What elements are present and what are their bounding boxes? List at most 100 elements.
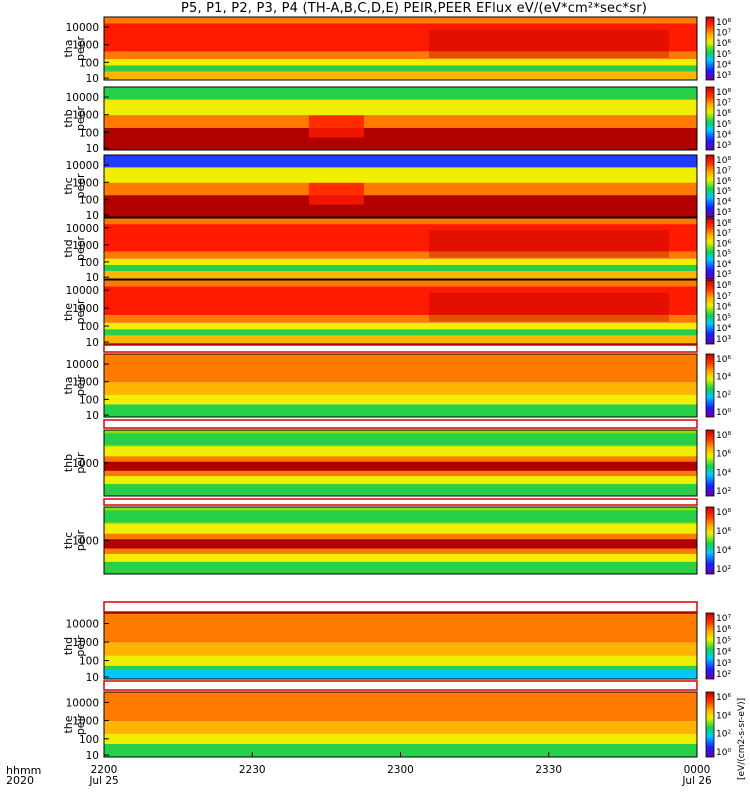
colorbar-tick-label: 10³	[716, 270, 731, 280]
y-axis-label: thapeir	[62, 374, 87, 396]
y-tick-label: 10000	[66, 359, 99, 371]
panel-separator	[103, 680, 698, 691]
colorbar-tick-label: 10⁵	[716, 313, 731, 323]
y-tick-label: 10	[86, 272, 99, 284]
y-tick-label: 100	[79, 321, 99, 333]
colorbar-tick-label: 10⁰	[716, 408, 731, 418]
colorbar-tick-label: 10⁷	[716, 614, 731, 624]
y-tick-label: 100	[79, 394, 99, 406]
y-tick-label: 10000	[66, 92, 99, 104]
y-tick-label: 100	[79, 57, 99, 69]
y-tick-label: 1000	[72, 177, 99, 189]
panel-frame	[103, 16, 698, 81]
colorbar: 10⁸ 10⁶ 10⁴ 10²	[705, 429, 731, 497]
y-tick-label: 1000	[72, 637, 99, 649]
panel-frame	[103, 279, 698, 345]
y-axis-label: thdpeir	[62, 635, 87, 657]
panel-separator	[103, 498, 698, 506]
colorbar-tick-label: 10⁴	[716, 711, 731, 721]
y-tick-label: 10000	[66, 160, 99, 172]
colorbar-tick-label: 10⁸	[716, 88, 731, 98]
y-tick-label: 1000	[72, 303, 99, 315]
colorbar-unit-label: [eV/(cm2-s-sr-eV)]	[737, 698, 747, 780]
panel-the-peir: 10000 1000 100 10 thepeir 10⁶ 10⁴ 10² 10⁰	[62, 691, 731, 762]
colorbar-tick-label: 10⁵	[716, 120, 731, 130]
y-tick-label: 10	[86, 672, 99, 684]
colorbar: 10⁸ 10⁶ 10⁴ 10²	[705, 506, 731, 575]
colorbar-tick-label: 10⁶	[716, 355, 731, 365]
colorbar-tick-label: 10⁴	[716, 198, 731, 208]
y-tick-label: 100	[79, 127, 99, 139]
y-tick-label: 100	[79, 734, 99, 746]
panel-frame	[103, 86, 698, 151]
colorbar-tick-label: 10³	[716, 659, 731, 669]
colorbar-tick-label: 10³	[716, 141, 731, 151]
y-tick-label: 100	[79, 257, 99, 269]
y-tick-label: 1000	[72, 536, 99, 548]
panel-frame	[103, 353, 698, 418]
y-axis-label: thdpeer	[62, 236, 87, 262]
y-axis-label: thbpeir	[62, 452, 87, 474]
x-tick-label: 2230	[239, 764, 266, 776]
time-axis-caption-bottom: 2020	[6, 774, 34, 787]
colorbar-tick-label: 10⁷	[716, 292, 731, 302]
x-tick-label: 0000	[684, 764, 711, 776]
y-tick-label: 10000	[66, 619, 99, 631]
colorbar-tick-label: 10⁶	[716, 693, 731, 703]
y-tick-label: 10000	[66, 22, 99, 34]
colorbar-tick-label: 10²	[716, 730, 731, 740]
panel-separator	[103, 419, 698, 429]
x-tick-label: 2330	[535, 764, 562, 776]
colorbar-tick-label: 10²	[716, 565, 731, 575]
colorbar-tick-label: 10⁰	[716, 748, 731, 758]
y-tick-label: 10	[86, 410, 99, 422]
colorbar-tick-label: 10⁵	[716, 50, 731, 60]
y-tick-label: 1000	[72, 240, 99, 252]
panel-frame	[103, 612, 698, 680]
x-tick-label: 2200	[91, 764, 118, 776]
time-axis-caption: hhmm 2020	[6, 765, 41, 787]
colorbar-tick-label: 10⁷	[716, 229, 731, 239]
y-tick-label: 10	[86, 73, 99, 85]
y-tick-label: 10000	[66, 285, 99, 297]
y-tick-label: 1000	[72, 458, 99, 470]
x-tick-date-label: Jul 25	[88, 775, 118, 787]
y-tick-label: 1000	[72, 40, 99, 52]
y-tick-label: 1000	[72, 377, 99, 389]
y-tick-label: 1000	[72, 716, 99, 728]
y-tick-label: 10	[86, 143, 99, 155]
colorbar-tick-label: 10⁶	[716, 109, 731, 119]
y-tick-label: 10000	[66, 223, 99, 235]
colorbar-tick-label: 10⁸	[716, 156, 731, 166]
y-tick-label: 10	[86, 750, 99, 762]
colorbar-tick-label: 10⁵	[716, 250, 731, 260]
colorbar-tick-label: 10⁸	[716, 431, 731, 441]
colorbar-tick-label: 10⁷	[716, 99, 731, 109]
figure-title: P5, P1, P2, P3, P4 (TH-A,B,C,D,E) PEIR,P…	[180, 1, 648, 16]
colorbar-tick-label: 10⁵	[716, 636, 731, 646]
x-tick-date-label: Jul 26	[681, 775, 712, 787]
colorbar-tick-label: 10⁸	[716, 219, 731, 229]
colorbar: 10⁶ 10⁴ 10² 10⁰	[705, 353, 731, 418]
colorbar-tick-label: 10⁶	[716, 39, 731, 49]
colorbar-tick-label: 10⁷	[716, 29, 731, 39]
colorbar-tick-label: 10³	[716, 71, 731, 81]
y-axis-label: thcpeer	[62, 173, 87, 199]
x-tick-label: 2300	[387, 764, 414, 776]
y-tick-label: 10000	[66, 697, 99, 709]
panel-frame	[103, 217, 698, 280]
colorbar-tick-label: 10⁶	[716, 303, 731, 313]
colorbar-tick-label: 10⁶	[716, 239, 731, 249]
colorbar-tick-label: 10⁶	[716, 625, 731, 635]
panel-separator	[103, 344, 698, 353]
y-tick-label: 10	[86, 210, 99, 222]
